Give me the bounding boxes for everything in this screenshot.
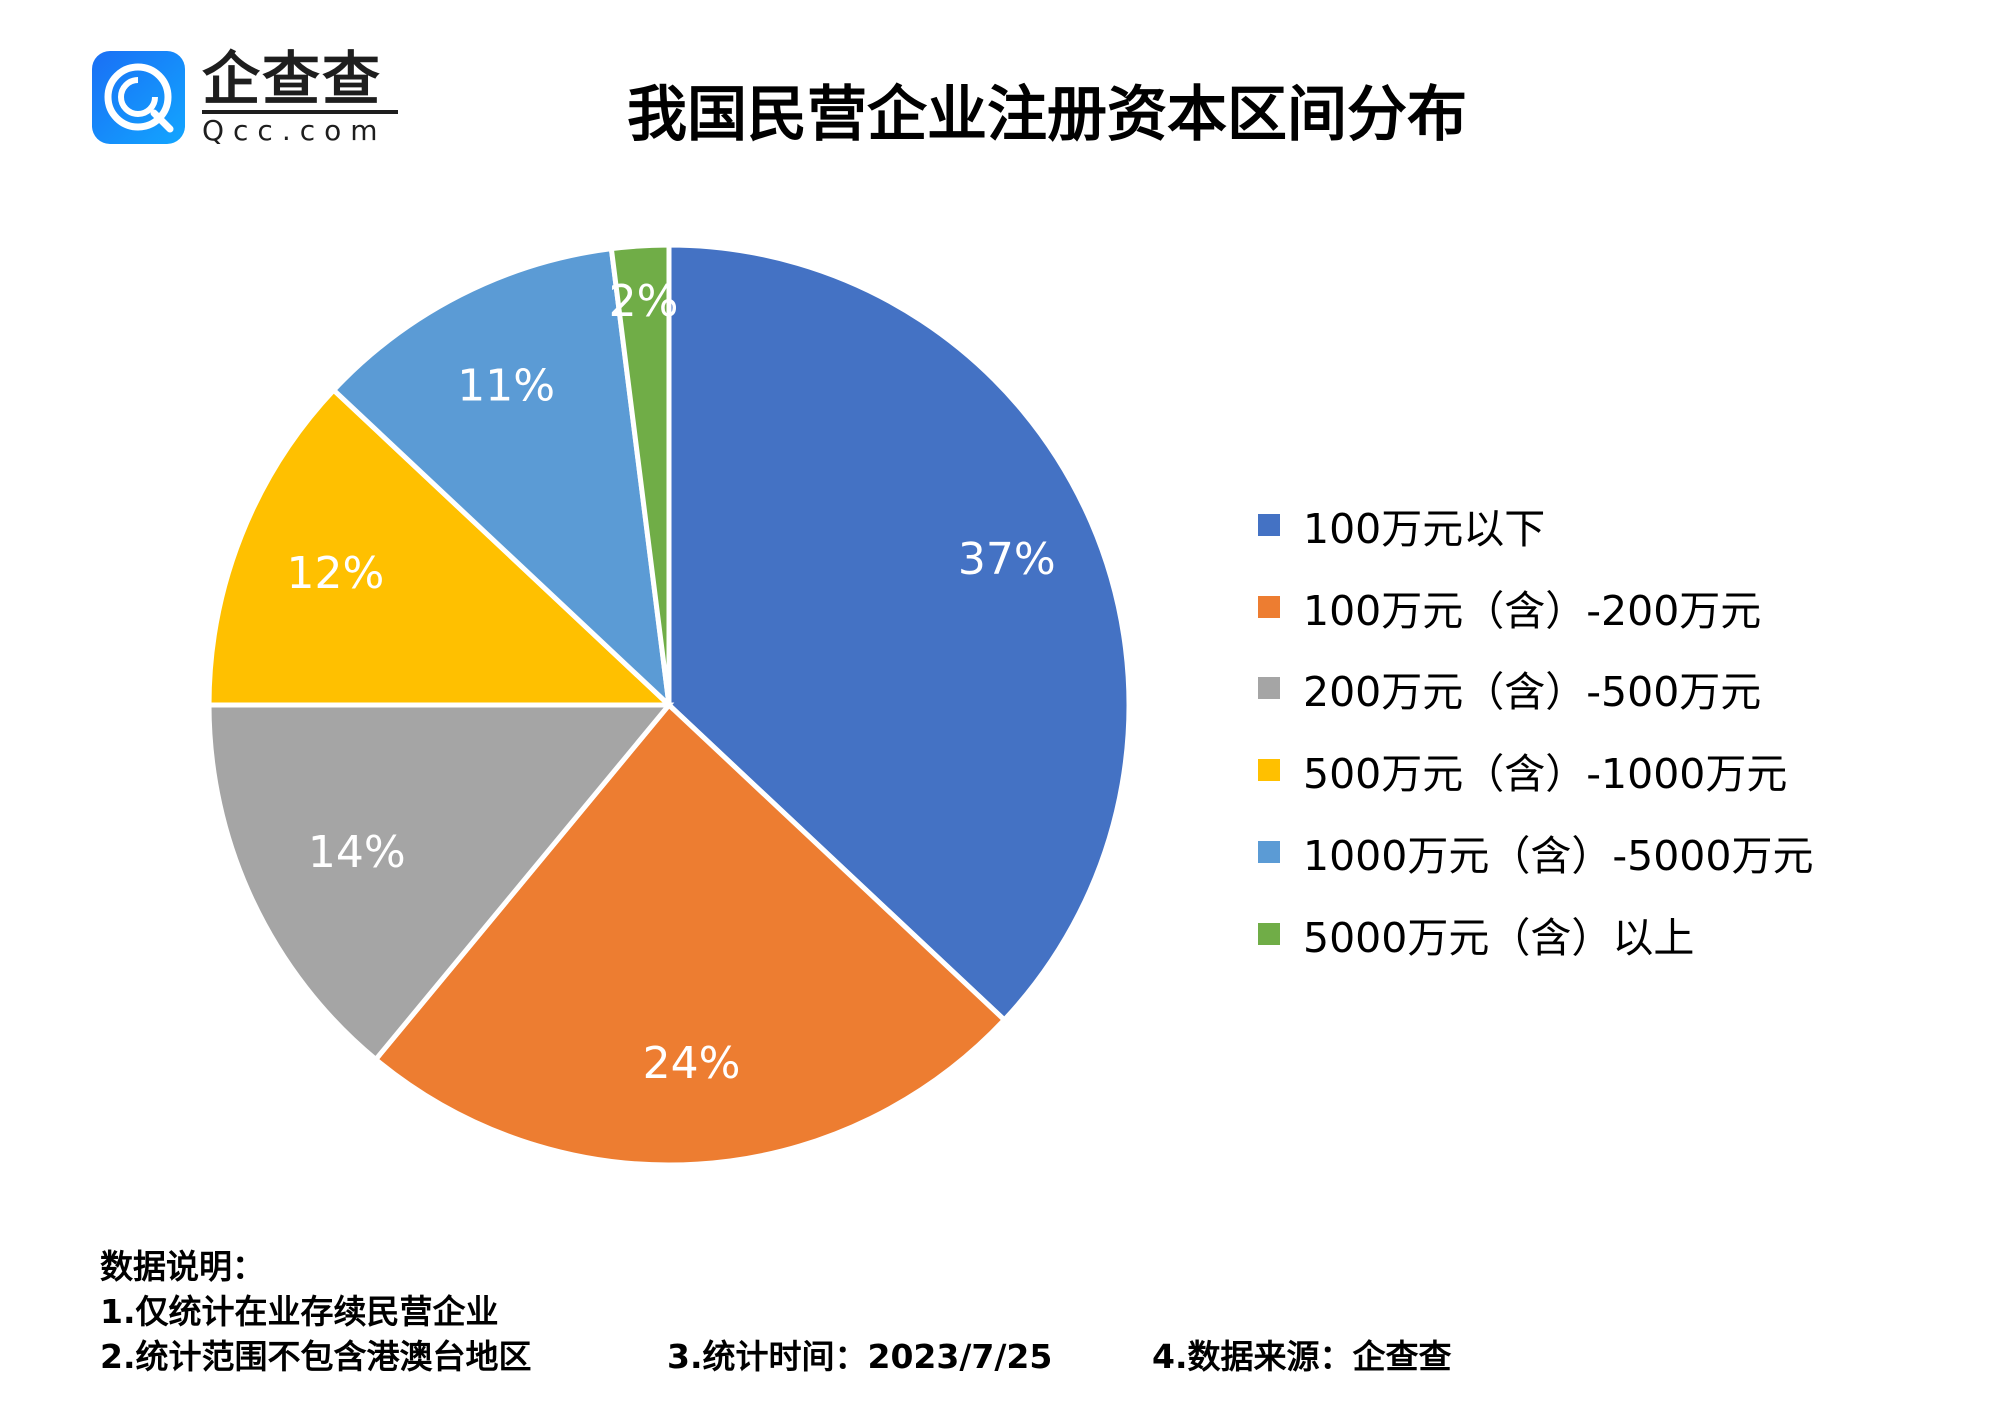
legend-item: 100万元以下 <box>1258 484 1813 566</box>
note-4: 4.数据来源：企查查 <box>1152 1337 1452 1376</box>
note-3: 3.统计时间：2023/7/25 <box>667 1337 1053 1376</box>
legend-item: 500万元（含）-1000万元 <box>1258 729 1813 811</box>
legend-label: 100万元以下 <box>1303 504 1546 553</box>
logo-wordmark: 企查查 Qcc.com <box>202 48 398 148</box>
legend-item: 100万元（含）-200万元 <box>1258 566 1813 648</box>
legend-label: 500万元（含）-1000万元 <box>1303 750 1788 799</box>
logo-en: Qcc.com <box>202 114 387 147</box>
data-label: 2% <box>609 276 679 327</box>
pie-slice <box>608 242 672 706</box>
data-label: 37% <box>958 534 1056 585</box>
legend-swatch <box>1258 922 1280 945</box>
legend-swatch <box>1258 677 1280 700</box>
legend-label: 5000万元（含）以上 <box>1303 913 1695 962</box>
legend-swatch <box>1258 513 1280 536</box>
notes-heading: 数据说明： <box>100 1247 265 1286</box>
pie-slice <box>666 242 1132 1024</box>
data-label: 24% <box>643 1038 741 1089</box>
legend-label: 1000万元（含）-5000万元 <box>1303 832 1814 881</box>
legend-item: 200万元（含）-500万元 <box>1258 648 1813 730</box>
data-label: 14% <box>308 827 406 878</box>
pie-slice <box>206 702 675 1063</box>
logo-cn: 企查查 <box>202 48 398 114</box>
legend-label: 200万元（含）-500万元 <box>1303 668 1762 717</box>
legend-item: 1000万元（含）-5000万元 <box>1258 811 1813 893</box>
legend-swatch <box>1258 595 1280 618</box>
legend-item: 5000万元（含）以上 <box>1258 893 1813 975</box>
legend-swatch <box>1258 759 1280 782</box>
chart-title: 我国民营企业注册资本区间分布 <box>627 80 1467 150</box>
legend-label: 100万元（含）-200万元 <box>1303 586 1762 635</box>
legend: 100万元以下 100万元（含）-200万元 200万元（含）-500万元 500万元… <box>1258 484 1813 975</box>
note-2: 2.统计范围不包含港澳台地区 <box>100 1337 532 1376</box>
pie-slice <box>206 386 676 708</box>
note-1: 1.仅统计在业存续民营企业 <box>100 1292 499 1331</box>
data-label: 12% <box>286 548 384 599</box>
qcc-logo-icon <box>92 51 185 144</box>
pie-slice <box>372 701 1008 1168</box>
legend-swatch <box>1258 841 1280 864</box>
data-label: 11% <box>457 360 555 411</box>
pie-slice <box>330 245 673 712</box>
